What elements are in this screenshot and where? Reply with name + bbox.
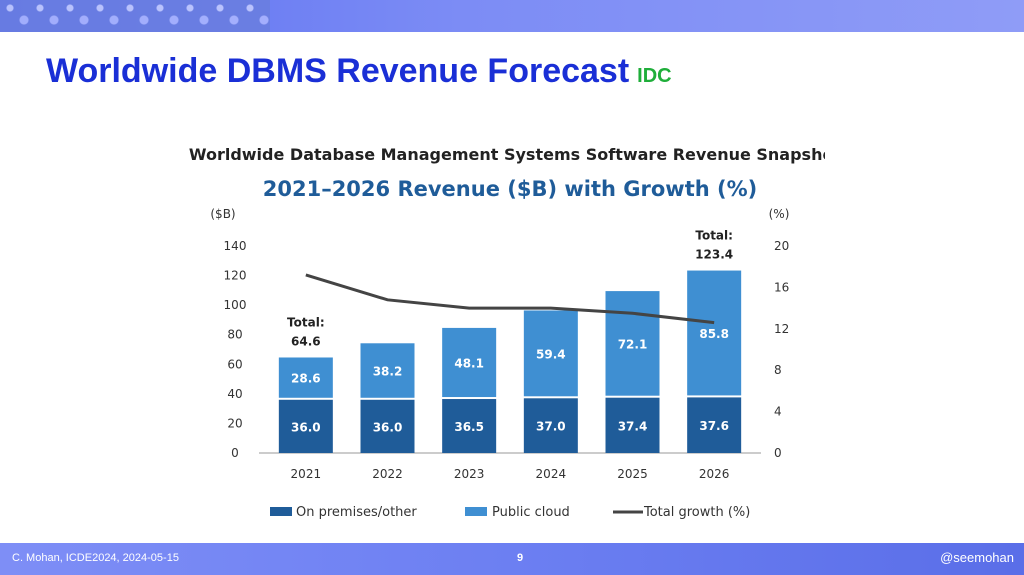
total-value: 64.6 (291, 334, 321, 348)
footer-credit: C. Mohan, ICDE2024, 2024-05-15 (12, 552, 179, 564)
bar-value-label: 38.2 (373, 365, 403, 379)
y2-tick-label: 8 (774, 363, 782, 377)
chart-subtitle: 2021–2026 Revenue ($B) with Growth (%) (263, 177, 757, 201)
legend-label-on-premises: On premises/other (296, 505, 417, 520)
footer-bar: C. Mohan, ICDE2024, 2024-05-15 9 @seemoh… (0, 543, 1024, 575)
bar-value-label: 28.6 (291, 372, 321, 386)
total-label: Total: (695, 229, 733, 243)
bar-value-label: 72.1 (618, 337, 648, 351)
bar-on-premises (523, 398, 578, 453)
bar-value-label: 36.0 (373, 420, 403, 434)
x-tick-label: 2022 (372, 467, 403, 481)
source-label: IDC (637, 65, 672, 87)
y2-axis-label: (%) (769, 207, 790, 221)
y-tick-label: 20 (227, 416, 242, 430)
y-tick-label: 40 (227, 387, 242, 401)
growth-line (305, 273, 715, 325)
legend-swatch-on-premises (270, 507, 292, 516)
page-number: 9 (517, 552, 524, 564)
footer-handle: @seemohan (940, 550, 1014, 565)
chart-title: Worldwide Database Management Systems So… (189, 145, 825, 164)
bar-value-label: 36.0 (291, 420, 321, 434)
total-label: Total: (287, 315, 325, 329)
x-tick-label: 2026 (699, 467, 730, 481)
bar-public-cloud (278, 357, 333, 398)
bar-public-cloud (523, 310, 578, 397)
bar-value-label: 37.4 (618, 419, 648, 433)
bar-on-premises (360, 399, 415, 453)
bar-public-cloud (360, 343, 415, 398)
x-tick-label: 2024 (536, 467, 567, 481)
bar-value-label: 59.4 (536, 347, 566, 361)
y-tick-label: 60 (227, 357, 242, 371)
total-value: 123.4 (695, 248, 733, 262)
x-tick-label: 2025 (617, 467, 648, 481)
bar-value-label: 36.5 (454, 420, 484, 434)
bar-value-label: 85.8 (699, 327, 729, 341)
y-tick-label: 0 (231, 446, 239, 460)
y-axis-label: ($B) (210, 207, 235, 221)
bar-public-cloud (605, 291, 660, 396)
bar-on-premises (687, 397, 742, 453)
x-tick-label: 2021 (291, 467, 322, 481)
y-tick-label: 120 (224, 269, 247, 283)
slide-title-text: Worldwide DBMS Revenue Forecast (46, 52, 630, 90)
y2-tick-label: 16 (774, 280, 789, 294)
bar-on-premises (278, 399, 333, 453)
slide-title: Worldwide DBMS Revenue Forecast IDC (46, 52, 672, 91)
y-tick-label: 80 (227, 328, 242, 342)
bar-value-label: 37.0 (536, 420, 566, 434)
bar-public-cloud (687, 270, 742, 396)
legend-label-growth: Total growth (%) (643, 505, 750, 520)
y2-tick-label: 12 (774, 322, 789, 336)
bar-value-label: 37.6 (699, 419, 729, 433)
bar-public-cloud (442, 327, 497, 398)
bar-value-label: 48.1 (454, 356, 484, 370)
y2-tick-label: 20 (774, 239, 789, 253)
bar-on-premises (605, 397, 660, 453)
revenue-chart: Worldwide Database Management Systems So… (189, 145, 825, 520)
y2-tick-label: 4 (774, 405, 782, 419)
y2-tick-label: 0 (774, 446, 782, 460)
legend-label-public-cloud: Public cloud (492, 505, 570, 520)
y-tick-label: 140 (224, 239, 247, 253)
top-banner (0, 0, 1024, 32)
legend-swatch-public-cloud (465, 507, 487, 516)
y-tick-label: 100 (224, 298, 247, 312)
bar-on-premises (442, 399, 497, 453)
banner-pattern (0, 0, 270, 32)
x-tick-label: 2023 (454, 467, 485, 481)
